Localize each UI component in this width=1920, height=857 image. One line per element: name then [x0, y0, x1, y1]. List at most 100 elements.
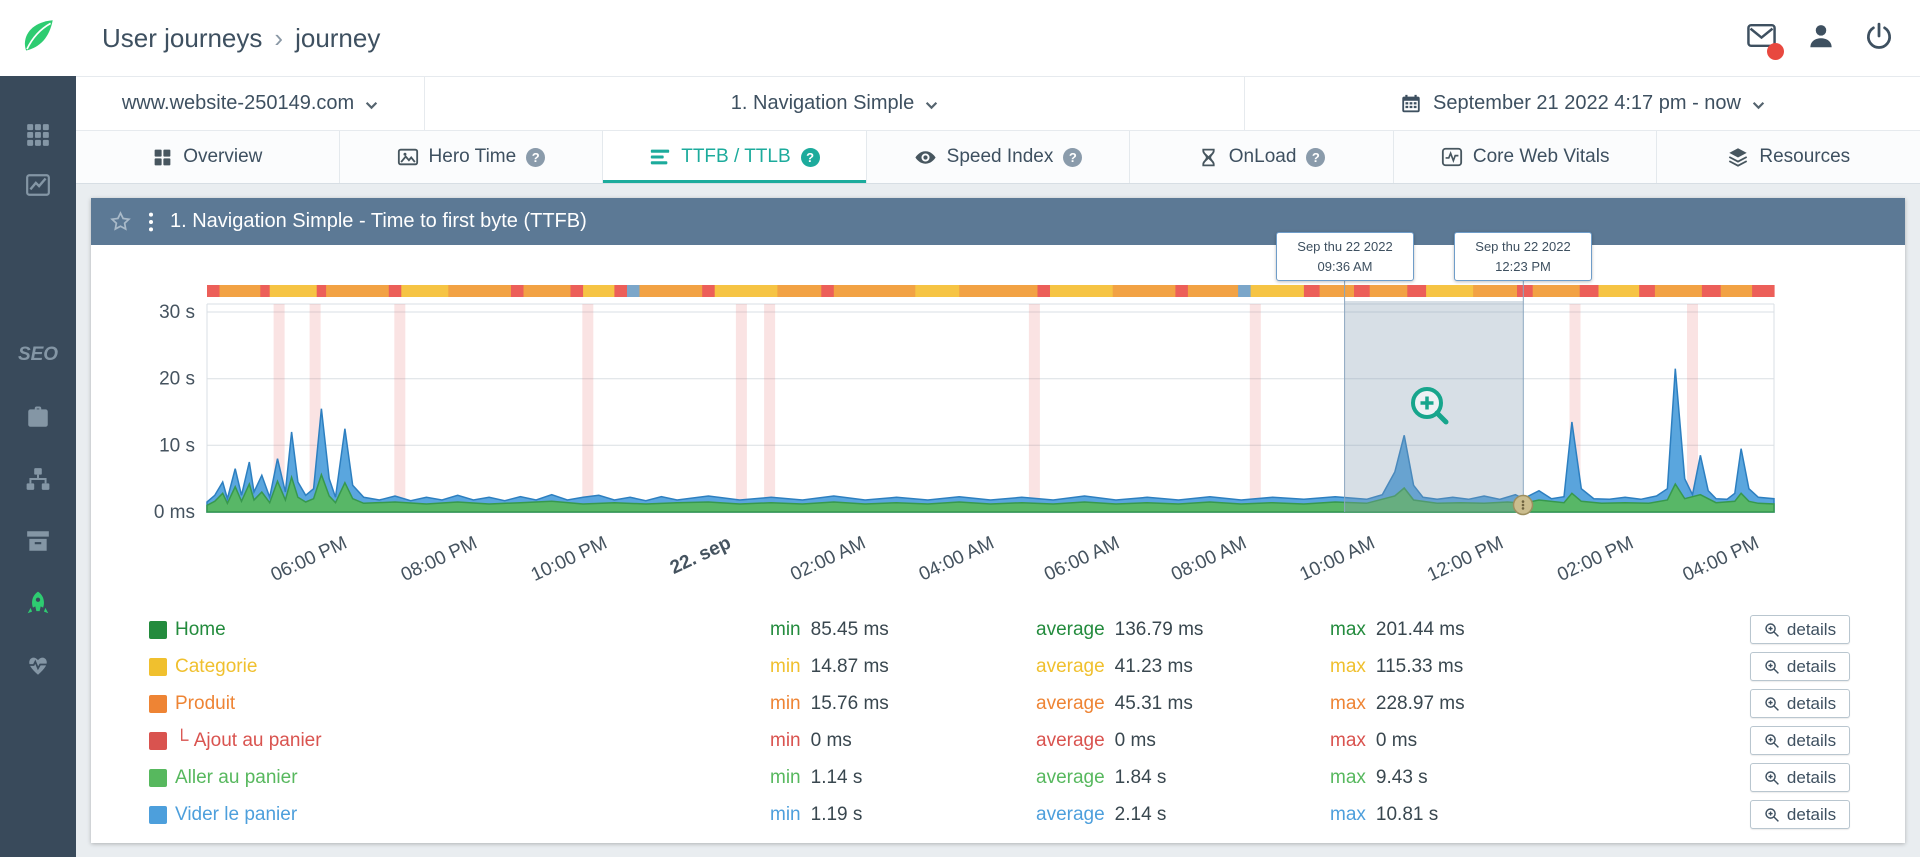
legend-row: Aller au panier min 1.14 s average 1.84 s max… — [149, 759, 1905, 796]
series-color-swatch — [149, 805, 167, 824]
tab-label: Resources — [1759, 146, 1851, 167]
daterange-selector[interactable]: September 21 2022 4:17 pm - now — [1245, 77, 1920, 130]
sidebar-item-health[interactable] — [0, 634, 76, 696]
website-selector[interactable]: www.website-250149.com — [76, 77, 425, 130]
sidebar-item-modules[interactable] — [0, 110, 76, 160]
journey-selector-value: 1. Navigation Simple — [730, 92, 915, 114]
sidebar-item-sitemap[interactable] — [0, 448, 76, 510]
favorite-star-icon[interactable] — [109, 210, 132, 233]
min-stat: min 0 ms — [770, 729, 852, 751]
notification-badge — [1767, 43, 1784, 60]
details-label: details — [1786, 804, 1837, 824]
chevron-down-icon — [1752, 101, 1765, 110]
series-color-swatch — [149, 694, 167, 713]
briefcase-icon — [25, 404, 51, 430]
legend-table: Home min 85.45 ms average 136.79 ms max 201.44… — [91, 605, 1905, 833]
power-icon — [1864, 21, 1894, 56]
tab-label: Overview — [183, 146, 263, 167]
series-color-swatch — [149, 620, 167, 639]
details-button[interactable]: details — [1750, 689, 1850, 718]
x-axis-label: 04:00 PM — [1680, 532, 1763, 585]
help-icon[interactable]: ? — [526, 147, 546, 167]
x-axis-label: 06:00 PM — [268, 532, 351, 585]
tab-speed-index[interactable]: Speed Index? — [866, 131, 1131, 183]
magnifier-icon — [1764, 807, 1780, 823]
onload-hourglass-icon — [1198, 147, 1219, 168]
tooltip-time: 12:23 PM — [1495, 258, 1551, 274]
daterange-selector-value: September 21 2022 4:17 pm - now — [1433, 92, 1741, 114]
tab-onload[interactable]: OnLoad? — [1130, 131, 1394, 183]
sidebar-item-analytics[interactable] — [0, 160, 76, 210]
x-axis-label: 06:00 AM — [1041, 532, 1123, 585]
x-axis-label: 12:00 PM — [1424, 532, 1507, 585]
sidebar-item-toolbox[interactable] — [0, 386, 76, 448]
panel-menu-icon[interactable] — [148, 211, 154, 233]
tooltip-time: 09:36 AM — [1317, 258, 1373, 274]
details-button[interactable]: details — [1750, 800, 1850, 829]
breadcrumb-separator: › — [274, 22, 284, 53]
details-label: details — [1786, 767, 1837, 787]
max-stat: max 9.43 s — [1330, 766, 1428, 788]
average-stat: average 41.23 ms — [1036, 655, 1193, 677]
leaf-logo-icon — [17, 15, 59, 62]
selection-tooltip-end: Sep thu 22 2022 12:23 PM — [1454, 232, 1592, 281]
core-web-vitals-icon — [1441, 146, 1463, 168]
tab-overview[interactable]: Overview — [76, 131, 340, 183]
details-label: details — [1786, 656, 1837, 676]
details-button[interactable]: details — [1750, 652, 1850, 681]
details-label: details — [1786, 619, 1837, 639]
tab-hero-time[interactable]: Hero Time? — [339, 131, 604, 183]
x-axis-label: 22. sep — [667, 532, 734, 578]
tooltip-date: Sep thu 22 2022 — [1475, 239, 1571, 254]
tab-label: Hero Time — [428, 146, 517, 167]
legend-row: Categorie min 14.87 ms average 41.23 ms max 11… — [149, 648, 1905, 685]
sidebar-item-user-journeys[interactable] — [0, 572, 76, 634]
y-axis-label: 30 s — [159, 302, 195, 323]
series-label: └ Ajout au panier — [175, 729, 322, 751]
min-stat: min 1.19 s — [770, 803, 863, 825]
help-icon[interactable]: ? — [1063, 147, 1083, 167]
chart-line-icon — [25, 172, 51, 198]
breadcrumb-current: journey — [295, 22, 381, 53]
ttfb-panel: 1. Navigation Simple - Time to first byt… — [91, 198, 1905, 843]
series-color-swatch — [149, 731, 167, 750]
help-icon[interactable]: ? — [1306, 147, 1326, 167]
average-stat: average 136.79 ms — [1036, 618, 1204, 640]
zoom-cursor-icon — [1411, 387, 1449, 425]
details-button[interactable]: details — [1750, 763, 1850, 792]
tab-ttfb-ttlb[interactable]: TTFB / TTLB? — [603, 131, 867, 183]
min-stat: min 15.76 ms — [770, 692, 889, 714]
legend-row: Vider le panier min 1.19 s average 2.14 s max… — [149, 796, 1905, 833]
sitemap-icon — [25, 466, 51, 492]
details-button[interactable]: details — [1750, 615, 1850, 644]
details-label: details — [1786, 693, 1837, 713]
messages-button[interactable] — [1745, 19, 1784, 60]
speed-eye-icon — [914, 146, 937, 169]
breadcrumb-parent[interactable]: User journeys — [102, 22, 263, 53]
heartbeat-icon — [25, 652, 51, 678]
legend-row: └ Ajout au panier min 0 ms average 0 ms max 0 … — [149, 722, 1905, 759]
x-axis-label: 02:00 AM — [787, 532, 869, 585]
x-axis-label: 08:00 PM — [398, 532, 481, 585]
selection-handle[interactable] — [1512, 494, 1534, 516]
sidebar-item-archive[interactable] — [0, 510, 76, 572]
resources-icon — [1727, 146, 1749, 168]
app-logo[interactable] — [0, 0, 76, 76]
x-axis-label: 10:00 AM — [1297, 532, 1379, 585]
tab-core-web-vitals[interactable]: Core Web Vitals — [1393, 131, 1658, 183]
topbar-icons — [1745, 19, 1894, 60]
details-button[interactable]: details — [1750, 726, 1850, 755]
account-button[interactable] — [1806, 21, 1836, 56]
magnifier-icon — [1764, 659, 1780, 675]
logout-button[interactable] — [1864, 21, 1894, 56]
help-icon[interactable]: ? — [800, 147, 820, 167]
sidebar-item-seo[interactable]: SEO — [0, 324, 76, 386]
tab-resources[interactable]: Resources — [1657, 131, 1920, 183]
average-stat: average 0 ms — [1036, 729, 1156, 751]
website-selector-value: www.website-250149.com — [121, 92, 355, 114]
ttfb-list-icon — [649, 146, 671, 168]
max-stat: max 201.44 ms — [1330, 618, 1465, 640]
ttfb-chart[interactable]: 30 s 20 s 10 s 0 ms 06:00 PM 08:00 PM 10:00 PM… — [91, 245, 1905, 605]
journey-selector[interactable]: 1. Navigation Simple — [425, 77, 1245, 130]
